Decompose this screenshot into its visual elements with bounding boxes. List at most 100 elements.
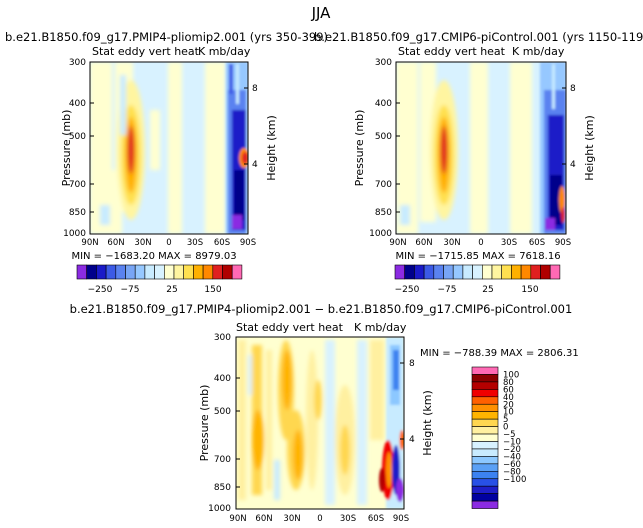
panel-3-cbar-swatch — [471, 418, 499, 427]
panel-2-xtick: 30N — [443, 238, 460, 248]
panel-3-subtitle-left: Stat eddy vert heat — [236, 321, 344, 334]
panel-2-y-axis: 300 400 500 700 850 1000 — [369, 58, 392, 239]
panel-3-xtick: 90N — [229, 514, 246, 524]
panel-2-cbar-swatch — [472, 264, 483, 280]
panel-3-field — [236, 337, 404, 509]
panel-1-ytick: 1000 — [63, 229, 86, 239]
panel-2-cbar-swatch — [530, 264, 541, 280]
panel-1-ytick: 500 — [69, 132, 86, 142]
panel-1-subtitle-left: Stat eddy vert heat — [92, 45, 200, 58]
panel-2-cbar-label: 150 — [521, 285, 538, 295]
panel-3-title: b.e21.B1850.f09_g17.PMIP4-pliomip2.001 −… — [70, 302, 573, 316]
panel-1-cbar-swatch — [202, 264, 214, 280]
panel-2-stats: MIN = −1715.85 MAX = 7618.16 — [395, 251, 560, 262]
panel-2-cbar-swatch — [433, 264, 444, 280]
panel-3-xtick: 60S — [368, 514, 384, 524]
panel-1-colorbar — [76, 264, 243, 280]
panel-2-xtick: 0 — [478, 238, 483, 248]
panel-3-stats: MIN = −788.39 MAX = 2806.31 — [420, 348, 579, 359]
panel-3-right-tick: 4 — [409, 435, 415, 445]
panel-2-subtitle-left: Stat eddy vert heat — [398, 45, 506, 58]
panel-2-cbar-swatch — [404, 264, 415, 280]
panel-3-xtick: 90S — [393, 514, 409, 524]
panel-3-ytick: 700 — [214, 455, 231, 465]
panel-3-cbar-label: 20 — [503, 400, 514, 410]
panel-2-ytick: 500 — [375, 132, 392, 142]
panel-1-cbar-swatch — [164, 264, 175, 280]
panel-1-xtick: 60N — [107, 238, 124, 248]
panel-1-xtick: 0 — [166, 238, 171, 248]
panel-3-xtick: 0 — [317, 514, 322, 524]
panel-1-x-axis: 90N 60N 30N 0 30S 60S 90S — [81, 238, 256, 248]
panel-2-right-tick: 8 — [570, 84, 576, 94]
panel-3-cbar-label: 100 — [503, 370, 519, 380]
panel-3-subtitle-right: K mb/day — [354, 321, 407, 334]
panel-3-cbar-swatch — [471, 463, 499, 472]
panel-1-ytick: 850 — [69, 208, 86, 218]
panel-1-right-tick: 4 — [252, 160, 258, 170]
panel-1-cbar-swatch — [193, 264, 204, 280]
panel-1-xtick: 90S — [240, 238, 256, 248]
panel-3-cbar-swatch — [471, 470, 499, 480]
panel-3-cbar-label: 80 — [503, 378, 514, 388]
panel-2-ytick: 400 — [375, 99, 392, 109]
panel-3-cbar-label: 60 — [503, 385, 514, 395]
panel-3-xtick: 60N — [255, 514, 272, 524]
panel-2-right-tick: 4 — [570, 160, 576, 170]
panel-2-cbar-swatch — [462, 264, 473, 280]
panel-2-cbar-swatch — [394, 264, 405, 280]
panel-1-xtick: 60S — [214, 238, 230, 248]
panel-3-ytick: 850 — [214, 483, 231, 493]
panel-2-cbar-swatch — [491, 264, 502, 280]
panel-1-ytick: 400 — [69, 99, 86, 109]
panel-2-cbar-label: −250 — [395, 285, 420, 295]
panel-2-ytick: 300 — [375, 58, 392, 68]
panel-3-cbar-swatch — [471, 389, 499, 398]
panel-3-ylabel-right: Height (km) — [421, 390, 434, 456]
panel-1-title: b.e21.B1850.f09_g17.PMIP4-pliomip2.001 (… — [5, 30, 328, 44]
panel-3-cbar-swatch — [471, 448, 499, 457]
panel-3-cbar-swatch — [471, 426, 499, 435]
panel-2-cbar-swatch — [540, 264, 551, 280]
panel-3-cbar-label: 40 — [503, 393, 514, 403]
panel-2-cbar-label: −75 — [438, 285, 457, 295]
panel-3-right-tick: 8 — [409, 359, 415, 369]
panel-3-cbar-swatch — [471, 403, 499, 412]
panel-3-cbar-label: −60 — [503, 460, 521, 470]
panel-3-y-axis: 300 400 500 700 850 1000 — [208, 333, 231, 514]
panel-3-cbar-swatch — [471, 433, 499, 442]
panel-3-cbar-label: −10 — [503, 438, 521, 448]
panel-3-ytick: 500 — [214, 407, 231, 417]
panel-3-cbar-label: 0 — [503, 423, 508, 433]
panel-1-cbar-swatch — [115, 264, 126, 280]
panel-3: b.e21.B1850.f09_g17.PMIP4-pliomip2.001 −… — [70, 302, 579, 524]
panel-3-cbar-label: −20 — [503, 445, 521, 455]
panel-3-cbar-swatch — [471, 485, 499, 494]
panel-3-x-axis: 90N 60N 30N 0 30S 60S 90S — [229, 514, 409, 524]
panel-1-cbar-label: −250 — [88, 285, 113, 295]
panel-1-field — [90, 62, 248, 234]
panel-1: b.e21.B1850.f09_g17.PMIP4-pliomip2.001 (… — [5, 30, 328, 295]
panel-3-cbar-swatch — [471, 441, 499, 450]
panel-2-cbar-swatch — [481, 264, 493, 280]
panel-2-xtick: 60N — [415, 238, 432, 248]
panel-1-xtick: 90N — [81, 238, 98, 248]
panel-2-ytick: 850 — [375, 208, 392, 218]
panel-1-cbar-swatch — [154, 264, 165, 280]
panel-2-xtick: 90N — [389, 238, 406, 248]
panel-1-cbar-swatch — [144, 264, 155, 280]
panel-2-title: b.e21.B1850.f09_g17.CMIP6-piControl.001 … — [314, 30, 643, 44]
panel-1-subtitle-right: K mb/day — [198, 45, 251, 58]
panel-1-cbar-swatch — [86, 264, 97, 280]
panel-3-cbar-label: 10 — [503, 408, 514, 418]
panel-1-stats: MIN = −1683.20 MAX = 8979.03 — [71, 251, 236, 262]
panel-1-cbar-label: 25 — [166, 285, 177, 295]
panel-2-cbar-swatch — [501, 264, 512, 280]
panel-3-cbar-label: 5 — [503, 415, 508, 425]
panel-3-cbar-label: −5 — [503, 430, 516, 440]
panel-1-ylabel: Pressure (mb) — [60, 110, 73, 187]
panel-1-ylabel-right: Height (km) — [265, 115, 278, 181]
panel-3-ytick: 400 — [214, 374, 231, 384]
panel-2-cbar-label: 25 — [482, 285, 493, 295]
